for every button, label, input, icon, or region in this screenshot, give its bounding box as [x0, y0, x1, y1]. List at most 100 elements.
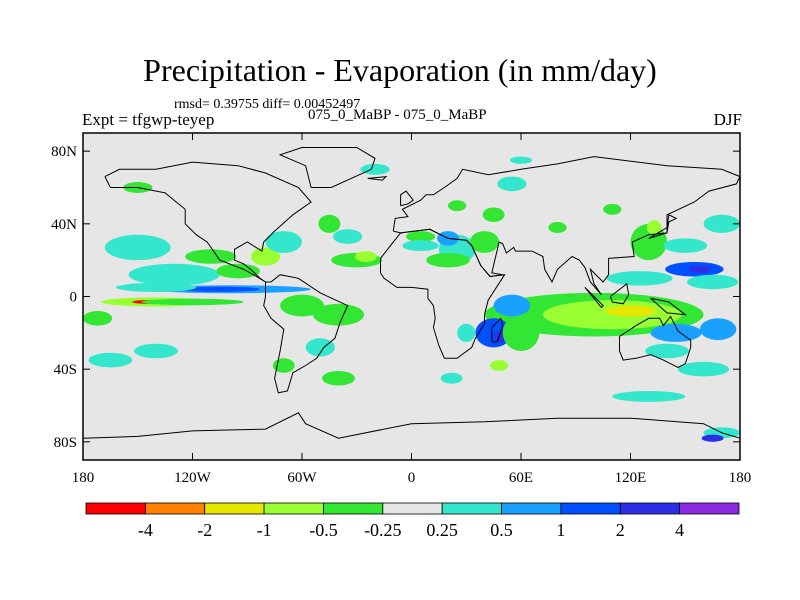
x-tick-label: 180 [729, 470, 752, 486]
field-region-47 [699, 318, 737, 341]
field-region-17 [312, 303, 365, 326]
field-region-38 [688, 265, 711, 273]
coastline-4 [619, 315, 692, 368]
field-layer [83, 156, 740, 442]
colorbar-label: 4 [675, 520, 684, 540]
field-region-53 [502, 314, 540, 352]
coastline-1 [263, 274, 349, 394]
coastline-10 [650, 297, 687, 316]
colorbar-swatch [382, 502, 443, 515]
colorbar-swatch [560, 502, 621, 515]
field-region-45 [604, 305, 657, 317]
colorbar-swatch [144, 502, 206, 515]
x-tick-label: 120W [174, 470, 212, 486]
field-region-36 [646, 220, 662, 235]
field-region-7 [128, 263, 220, 286]
field-region-56 [457, 323, 476, 342]
coastline-0 [104, 161, 312, 283]
colorbar-label: 2 [616, 520, 625, 540]
y-tick-label: 40S [54, 362, 77, 378]
field-region-19 [322, 370, 355, 386]
field-region-46 [650, 323, 702, 342]
field-region-48 [645, 343, 689, 359]
coastline-8 [584, 287, 604, 309]
colorbar-label: 1 [556, 520, 565, 540]
colorbar-label: -0.25 [364, 520, 402, 540]
coastline-7 [491, 317, 504, 343]
colorbar-label: 0.5 [490, 520, 513, 540]
colorbar-swatch [263, 502, 324, 515]
y-tick-label: 80S [54, 435, 77, 451]
field-region-42 [687, 274, 739, 290]
field-region-9 [250, 247, 281, 266]
y-tick-label: 40N [51, 217, 77, 233]
coastline-6 [278, 147, 376, 188]
field-region-8 [216, 263, 261, 279]
x-axis: 180 120W 60W 0 60E 120E 180 [72, 133, 752, 486]
coastline-12 [400, 190, 415, 207]
field-region-5 [141, 298, 244, 306]
field-region-55 [489, 360, 509, 371]
field-region-41 [703, 214, 740, 233]
field-region-28 [426, 252, 470, 268]
colorbar-swatch [679, 502, 740, 515]
x-tick-label: 0 [408, 470, 416, 486]
field-region-39 [663, 238, 708, 253]
field-region-60 [510, 156, 532, 164]
x-tick-label: 60E [509, 470, 533, 486]
field-region-12 [333, 229, 363, 244]
field-region-21 [83, 311, 113, 326]
coastline-11 [648, 214, 678, 239]
field-region-59 [701, 434, 724, 442]
colorbar-label: -2 [197, 520, 212, 540]
coastline-3 [380, 228, 506, 359]
x-tick-label: 60W [287, 470, 317, 486]
y-axis: 80N 40N 0 40S 80S [51, 144, 740, 451]
field-region-23 [134, 343, 178, 359]
experiment-label: Expt = tfgwp-teyep [82, 110, 215, 129]
colorbar-swatch [619, 502, 681, 515]
chart-title: Precipitation - Evaporation (in mm/day) [143, 52, 657, 88]
period-label: 075_0_MaBP - 075_0_MaBP [308, 107, 487, 123]
field-region-57 [440, 372, 463, 384]
field-region-14 [354, 251, 377, 262]
field-region-16 [280, 294, 324, 317]
field-region-1 [179, 286, 261, 292]
field-region-11 [318, 214, 341, 233]
coastline-5 [83, 412, 740, 439]
season-label: DJF [713, 110, 742, 129]
y-tick-label: 80N [51, 144, 77, 160]
colorbar-label: -0.5 [309, 520, 338, 540]
coastline-2 [392, 156, 740, 296]
colorbar-label: -1 [257, 520, 272, 540]
y-tick-label: 0 [70, 290, 78, 306]
colorbar-swatch [323, 502, 384, 515]
colorbar-label: -4 [138, 520, 153, 540]
coastline-13 [367, 175, 388, 181]
x-tick-label: 180 [72, 470, 95, 486]
field-region-49 [677, 361, 730, 377]
field-region-18 [305, 338, 335, 357]
colorbar-swatch [441, 502, 502, 515]
field-region-24 [406, 231, 436, 242]
field-region-54 [493, 294, 531, 317]
coastline-9 [609, 282, 630, 305]
colorbar-swatch [85, 502, 146, 515]
colorbar-label: 0.25 [426, 520, 458, 540]
field-region-30 [482, 207, 505, 223]
x-tick-label: 120E [615, 470, 647, 486]
field-region-31 [448, 200, 467, 212]
coastline-layer [83, 147, 740, 439]
field-region-22 [88, 352, 133, 368]
field-region-32 [497, 176, 527, 192]
colorbar-swatch [501, 502, 562, 515]
field-region-33 [548, 222, 567, 233]
colorbar: -4 -2 -1 -0.5 -0.25 0.25 0.5 1 2 4 [85, 502, 740, 540]
field-region-61 [360, 163, 390, 175]
field-region-6 [104, 234, 171, 261]
field-region-15 [185, 249, 237, 264]
field-region-25 [402, 240, 439, 252]
colorbar-swatch [204, 502, 265, 515]
field-region-29 [469, 231, 500, 253]
